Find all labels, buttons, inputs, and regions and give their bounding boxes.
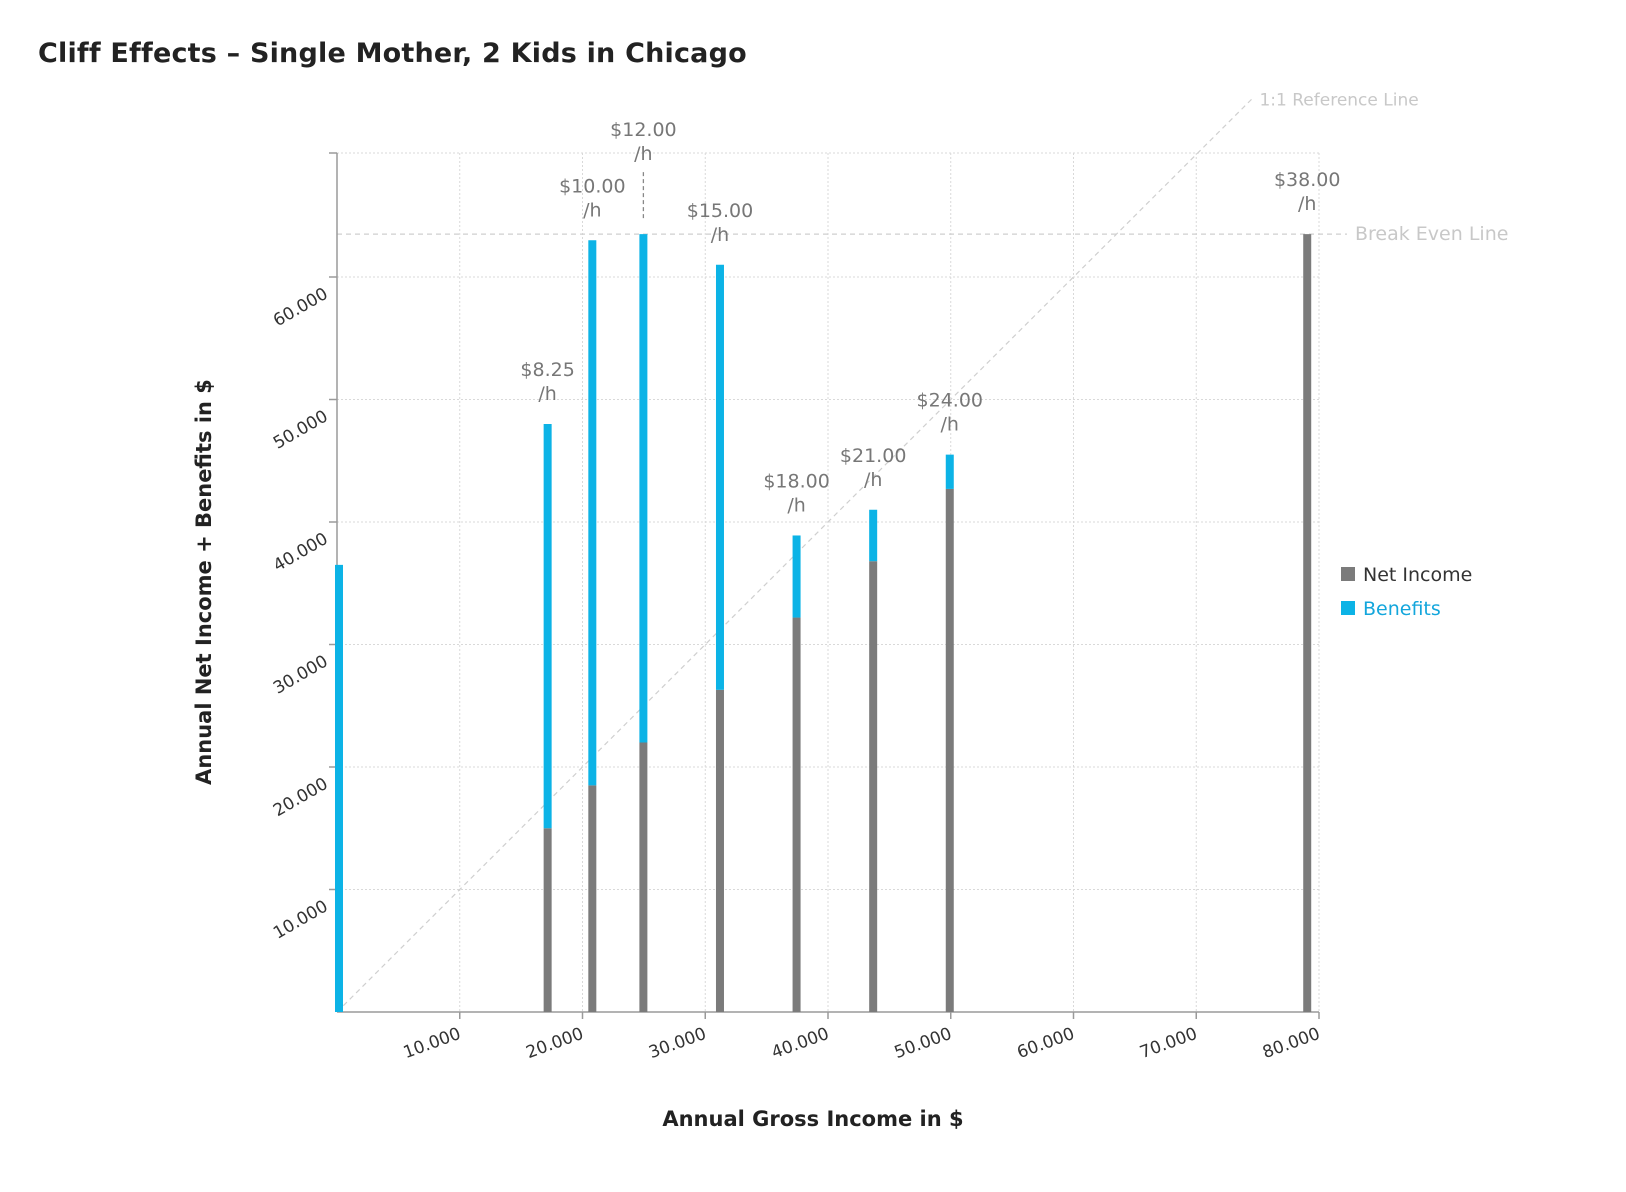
net-income-bar [869,561,878,1012]
bars [335,234,1312,1012]
net-income-bar [715,689,724,1012]
wage-rate-label: $10.00 [559,175,625,197]
grid [337,152,1320,1012]
net-income-bar [588,785,597,1012]
break-even-label: Break Even Line [1355,223,1508,245]
legend-swatch-net [1341,567,1355,581]
benefits-bar [543,424,552,829]
reference-lines: 1:1 Reference Line Break Even Line [336,90,1508,1013]
x-tick-label: 80.000 [1260,1024,1323,1063]
wage-unit-label: /h [864,469,882,491]
y-tick-label: 50.000 [270,407,332,454]
benefits-bar [792,535,801,618]
wage-labels: $8.25/h$10.00/h$12.00/h$15.00/h$18.00/h$… [520,119,1340,516]
x-tick-label: 40.000 [769,1024,832,1063]
y-tick-label: 10.000 [270,897,332,944]
wage-rate-label: $8.25 [520,359,574,381]
y-axis-title: Annual Net Income + Benefits in $ [192,379,216,785]
legend: Net Income Benefits [1341,564,1472,620]
x-tick-label: 50.000 [892,1024,955,1063]
legend-label-benefits: Benefits [1363,598,1441,620]
benefits-bar [869,509,878,562]
wage-unit-label: /h [1298,193,1316,215]
y-tick-label: 30.000 [270,652,332,699]
benefits-bar [639,234,648,743]
x-axis-title: Annual Gross Income in $ [662,1107,963,1131]
benefits-bar [715,264,724,690]
net-income-bar [1303,234,1312,1012]
benefits-bar [945,454,954,489]
wage-rate-label: $12.00 [610,119,676,141]
benefits-bar [335,564,343,1012]
reference-line-label: 1:1 Reference Line [1259,90,1418,110]
net-income-bar [792,617,801,1012]
wage-unit-label: /h [787,494,805,516]
net-income-bar [945,488,954,1012]
x-tick-label: 10.000 [401,1024,464,1063]
chart-title: Cliff Effects – Single Mother, 2 Kids in… [38,38,747,69]
x-tick-label: 70.000 [1137,1024,1200,1063]
wage-rate-label: $15.00 [687,200,753,222]
wage-unit-label: /h [538,383,556,405]
wage-unit-label: /h [711,224,729,246]
wage-unit-label: /h [583,199,601,221]
legend-swatch-benefits [1341,601,1355,615]
wage-rate-label: $18.00 [763,470,829,492]
x-tick-label: 60.000 [1014,1024,1077,1063]
y-tick-label: 20.000 [270,774,332,821]
wage-unit-label: /h [634,143,652,165]
wage-rate-label: $21.00 [840,445,906,467]
x-tick-label: 20.000 [523,1024,586,1063]
benefits-bar [588,240,597,786]
net-income-bar [639,742,648,1012]
net-income-bar [543,828,552,1012]
y-tick-label: 60.000 [270,284,332,331]
y-tick-label: 40.000 [270,529,332,576]
wage-rate-label: $38.00 [1274,169,1340,191]
legend-label-net: Net Income [1363,564,1472,586]
wage-unit-label: /h [941,414,959,436]
x-tick-label: 30.000 [646,1024,709,1063]
wage-rate-label: $24.00 [917,390,983,412]
